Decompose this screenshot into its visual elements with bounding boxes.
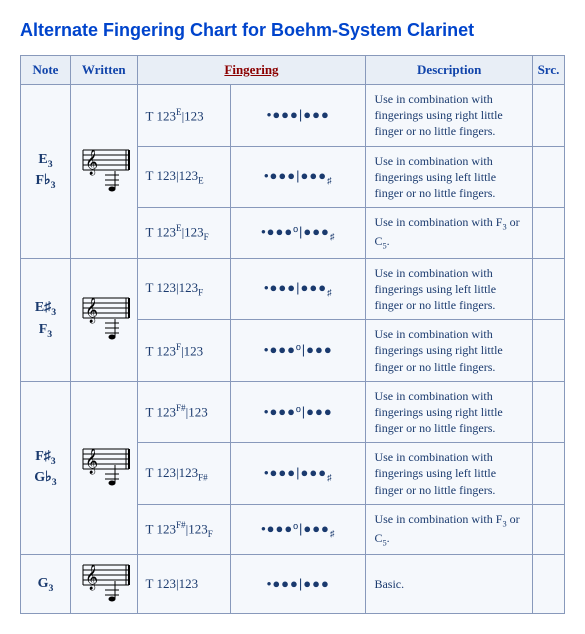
description-cell: Use in combination with fingerings using… bbox=[366, 258, 532, 320]
src-cell bbox=[532, 208, 564, 258]
fingering-text: T 123|123F# bbox=[137, 443, 231, 505]
description-cell: Basic. bbox=[366, 555, 532, 614]
svg-text:𝄞: 𝄞 bbox=[85, 448, 98, 474]
fingering-diagram: •●●●º|●●● bbox=[231, 381, 366, 443]
description-cell: Use in combination with fingerings using… bbox=[366, 381, 532, 443]
src-cell bbox=[532, 504, 564, 554]
page-title: Alternate Fingering Chart for Boehm-Syst… bbox=[20, 20, 565, 41]
fingering-diagram: •●●●|●●●♯ bbox=[231, 258, 366, 320]
fingering-diagram: •●●●|●●● bbox=[231, 85, 366, 147]
description-cell: Use in combination with F3 or C5. bbox=[366, 208, 532, 258]
fingering-diagram: •●●●º|●●● bbox=[231, 320, 366, 382]
src-cell bbox=[532, 85, 564, 147]
description-cell: Use in combination with F3 or C5. bbox=[366, 504, 532, 554]
written-cell: 𝄞 bbox=[70, 381, 137, 555]
col-src: Src. bbox=[532, 56, 564, 85]
table-row: G3 𝄞 T 123|123•●●●|●●●Basic. bbox=[21, 555, 565, 614]
col-written: Written bbox=[70, 56, 137, 85]
svg-text:𝄞: 𝄞 bbox=[85, 564, 98, 590]
fingering-text: T 123E|123F bbox=[137, 208, 231, 258]
fingering-text: T 123E|123 bbox=[137, 85, 231, 147]
src-cell bbox=[532, 146, 564, 208]
note-cell: F♯3G♭3 bbox=[21, 381, 71, 555]
fingering-text: T 123F|123 bbox=[137, 320, 231, 382]
table-row: F♯3G♭3𝄞T 123F#|123•●●●º|●●●Use in combin… bbox=[21, 381, 565, 443]
written-cell: 𝄞 bbox=[70, 555, 137, 614]
table-row: E3F♭3𝄞T 123E|123•●●●|●●●Use in combinati… bbox=[21, 85, 565, 147]
svg-text:𝄞: 𝄞 bbox=[85, 297, 98, 323]
fingering-diagram: •●●●|●●●♯ bbox=[231, 443, 366, 505]
col-fingering[interactable]: Fingering bbox=[137, 56, 366, 85]
description-cell: Use in combination with fingerings using… bbox=[366, 85, 532, 147]
fingering-text: T 123|123F bbox=[137, 258, 231, 320]
written-cell: 𝄞 bbox=[70, 85, 137, 259]
description-cell: Use in combination with fingerings using… bbox=[366, 443, 532, 505]
fingering-diagram: •●●●|●●●♯ bbox=[231, 146, 366, 208]
description-cell: Use in combination with fingerings using… bbox=[366, 146, 532, 208]
fingering-text: T 123|123 bbox=[137, 555, 231, 614]
table-row: E♯3F3𝄞T 123|123F•●●●|●●●♯Use in combinat… bbox=[21, 258, 565, 320]
col-description: Description bbox=[366, 56, 532, 85]
fingering-diagram: •●●●|●●● bbox=[231, 555, 366, 614]
col-note: Note bbox=[21, 56, 71, 85]
note-cell: G3 bbox=[21, 555, 71, 614]
fingering-table: Note Written Fingering Description Src. … bbox=[20, 55, 565, 614]
src-cell bbox=[532, 443, 564, 505]
src-cell bbox=[532, 381, 564, 443]
fingering-text: T 123|123E bbox=[137, 146, 231, 208]
fingering-diagram: •●●●º|●●●♯ bbox=[231, 208, 366, 258]
note-cell: E3F♭3 bbox=[21, 85, 71, 259]
description-cell: Use in combination with fingerings using… bbox=[366, 320, 532, 382]
fingering-text: T 123F#|123F bbox=[137, 504, 231, 554]
fingering-diagram: •●●●º|●●●♯ bbox=[231, 504, 366, 554]
svg-text:𝄞: 𝄞 bbox=[85, 149, 98, 175]
src-cell bbox=[532, 320, 564, 382]
written-cell: 𝄞 bbox=[70, 258, 137, 381]
src-cell bbox=[532, 258, 564, 320]
src-cell bbox=[532, 555, 564, 614]
note-cell: E♯3F3 bbox=[21, 258, 71, 381]
fingering-text: T 123F#|123 bbox=[137, 381, 231, 443]
